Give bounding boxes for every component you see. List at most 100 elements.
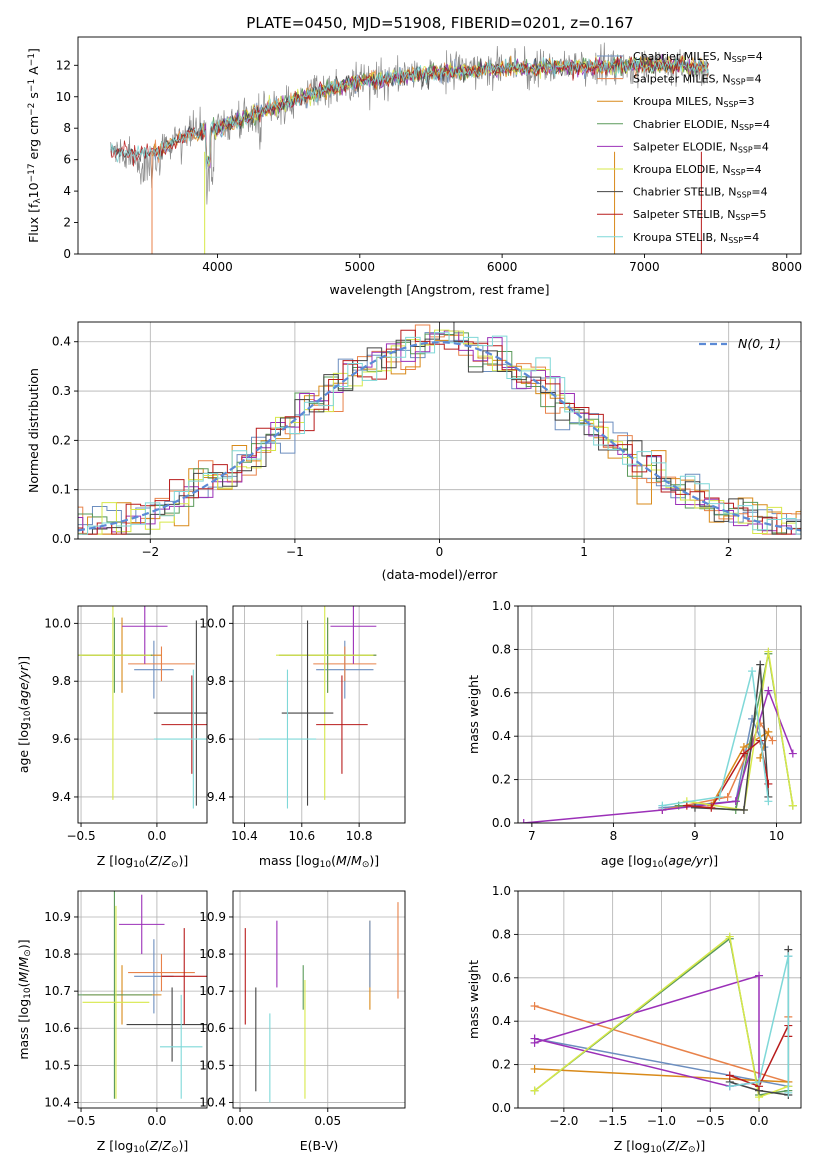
weight-marker [690, 803, 699, 812]
weight_vs_Z-plot-area [530, 932, 793, 1102]
x-axis-label: Z [log10(Z/Z⊙)] [97, 853, 189, 870]
weight-marker [756, 660, 765, 669]
y-tick-label: 9.8 [52, 674, 71, 688]
weight-marker [784, 952, 793, 961]
axes-frame [517, 605, 802, 824]
figure-title: PLATE=0450, MJD=51908, FIBERID=0201, z=0… [246, 14, 633, 32]
x-tick-label: −1 [286, 545, 304, 559]
legend-label: Kroupa STELIB, NSSP=4 [633, 231, 759, 245]
histogram-salpeter-stelib [78, 329, 801, 535]
spectrum-plot-area [110, 42, 709, 254]
y-axis-label: mass [log10(M/M⊙)] [16, 939, 33, 1059]
x-tick-label: 7 [528, 829, 536, 843]
weight-marker [731, 797, 740, 806]
weight-marker [530, 1086, 539, 1095]
x-axis-label: E(B-V) [300, 1138, 339, 1153]
weight-line [694, 664, 770, 811]
weight-marker [530, 1002, 539, 1011]
x-tick-label: 0.0 [147, 1114, 166, 1128]
x-tick-label: 2 [725, 545, 733, 559]
weight-marker [723, 792, 732, 801]
weight-marker [658, 801, 667, 810]
x-tick-label: 0.0 [749, 1114, 768, 1128]
weight-marker [755, 1077, 764, 1086]
y-tick-label: 1.0 [492, 599, 511, 613]
y-tick-label: 9.6 [207, 732, 226, 746]
model-spectrum-kroupa-stelib [110, 57, 709, 170]
y-tick-label: 0 [63, 247, 71, 261]
weight-marker [748, 667, 757, 676]
y-tick-label: 9.4 [52, 790, 71, 804]
x-tick-label: 1 [580, 545, 588, 559]
y-tick-label: 10.9 [199, 910, 226, 924]
legend-label: Chabrier STELIB, NSSP=4 [633, 186, 768, 200]
weight_vs_age-plot-area [519, 647, 797, 823]
legend-label: Kroupa ELODIE, NSSP=4 [633, 163, 762, 177]
x-tick-label: 5000 [345, 260, 376, 274]
weight-marker [788, 749, 797, 758]
weight-marker [725, 932, 734, 941]
age_vs_mass-panel: 10.4 10.6 10.8 9.4 9.6 9.8 10.0 mass [log10(M/M… [199, 605, 406, 870]
x-tick-label: 8000 [771, 260, 802, 274]
age_vs_mass-plot-area [258, 606, 377, 809]
x-tick-label: 0 [436, 545, 444, 559]
weight-line [729, 955, 790, 1093]
normal-reference-curve [78, 341, 801, 532]
y-tick-label: 0.8 [492, 642, 511, 656]
x-tick-label: −0.5 [66, 829, 95, 843]
weight-line [534, 935, 789, 1099]
y-tick-label: 12 [56, 58, 71, 72]
x-tick-label: 10.4 [231, 829, 258, 843]
y-tick-label: 0.1 [52, 483, 71, 497]
weight_vs_age-panel: 7 8 9 10 0.0 0.2 0.4 0.6 0.8 1.0 age [log10(age/yr… [466, 599, 802, 870]
y-tick-label: 10.4 [44, 1095, 71, 1109]
x-tick-label: 7000 [629, 260, 660, 274]
axes-frame [77, 890, 208, 1109]
y-tick-label: 9.4 [207, 790, 226, 804]
y-tick-label: 0.4 [52, 335, 71, 349]
mass_vs_ebv-panel: 0.00 0.05 10.4 10.5 10.6 10.7 10.8 10.9 E(B-V) [199, 890, 406, 1153]
axes-frame [517, 890, 802, 1109]
weight-line [534, 1068, 789, 1083]
y-tick-label: 0.2 [492, 1058, 511, 1072]
y-tick-label: 0.4 [492, 1014, 511, 1028]
residuals-panel: −2 −1 0 1 2 0.0 0.1 0.2 0.3 0.4 N(0, 1) (data-model… [26, 321, 802, 582]
weight-marker [768, 736, 777, 745]
weight-line [686, 651, 794, 811]
y-tick-label: 0.2 [52, 433, 71, 447]
y-tick-label: 10.9 [44, 910, 71, 924]
y-tick-label: 0.0 [492, 816, 511, 830]
y-tick-label: 0.6 [492, 971, 511, 985]
weight-marker [530, 1064, 539, 1073]
legend-label: N(0, 1) [738, 336, 781, 351]
residuals-plot-area [78, 322, 801, 535]
y-axis-label: mass weight [466, 675, 481, 754]
y-tick-label: 10.6 [44, 1021, 71, 1035]
mass_vs_Z-plot-area [78, 891, 207, 1099]
x-axis-label: mass [log10(M/M⊙)] [259, 853, 379, 870]
axes-frame [77, 36, 802, 255]
weight-marker [788, 801, 797, 810]
weight-marker [715, 792, 724, 801]
y-tick-label: 10.4 [199, 1095, 226, 1109]
y-tick-label: 10.7 [44, 984, 71, 998]
weight-marker [784, 1088, 793, 1097]
y-tick-label: 9.6 [52, 732, 71, 746]
y-tick-label: 10.8 [199, 947, 226, 961]
histogram-kroupa-stelib [78, 332, 801, 535]
x-tick-label: 10.8 [346, 829, 373, 843]
weight-line [662, 670, 770, 807]
x-tick-label: −2 [141, 545, 159, 559]
y-tick-label: 0.4 [492, 729, 511, 743]
y-tick-label: 4 [63, 184, 71, 198]
x-tick-label: 0.0 [147, 829, 166, 843]
y-tick-label: 0.8 [492, 927, 511, 941]
weight-marker [764, 727, 773, 736]
weight-marker [755, 971, 764, 980]
x-tick-label: 10.6 [288, 829, 315, 843]
age_vs_Z-plot-area [78, 606, 207, 809]
mass_vs_ebv-plot-area [244, 902, 399, 1103]
weight-marker [682, 801, 691, 810]
y-tick-label: 10.5 [199, 1058, 226, 1072]
